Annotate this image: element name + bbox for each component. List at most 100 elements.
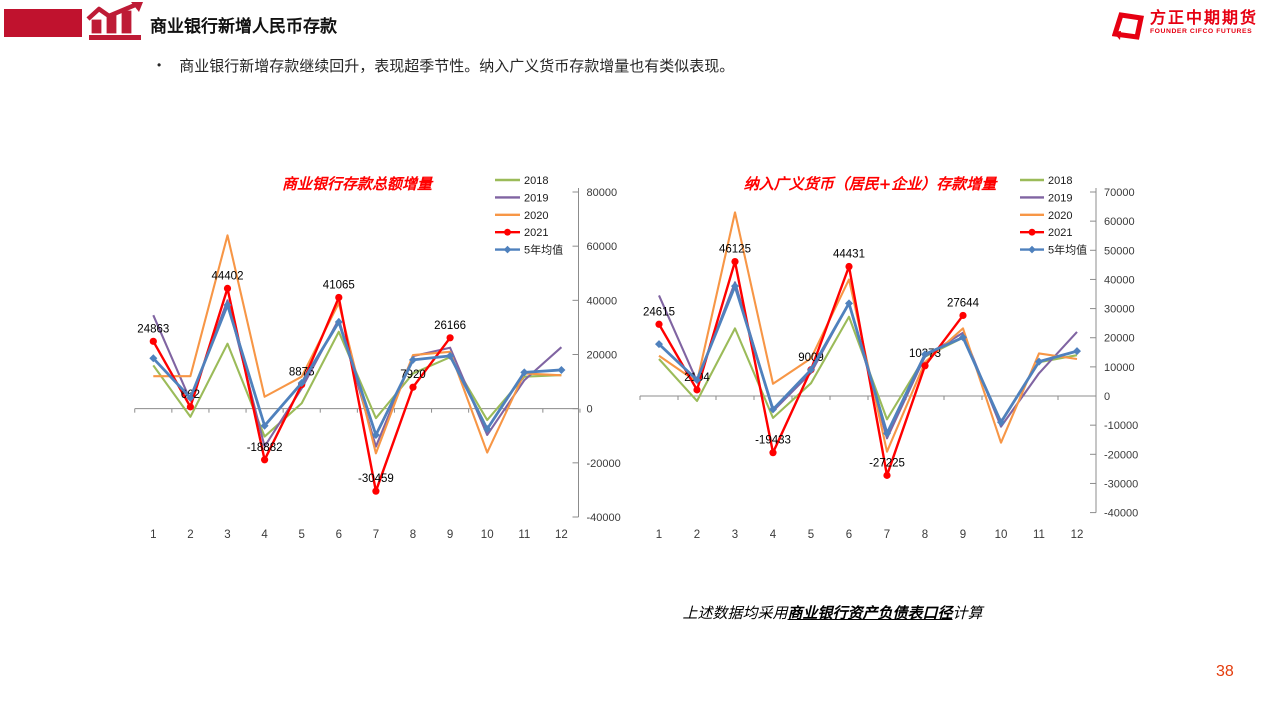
y-axis-label: -10000 <box>1104 420 1138 432</box>
x-axis-label: 9 <box>447 529 453 541</box>
y-axis-label: 60000 <box>1104 216 1135 228</box>
x-axis-label: 7 <box>373 529 379 541</box>
footnote: 上述数据均采用商业银行资产负债表口径计算 <box>600 602 1065 623</box>
x-axis-label: 11 <box>1033 529 1045 541</box>
series-5年均值-marker <box>997 418 1005 427</box>
series-5年均值-marker <box>769 405 777 414</box>
series-2021-marker <box>769 449 777 457</box>
chart-title: 商业银行存款总额增量 <box>282 175 434 193</box>
y-axis-label: 30000 <box>1104 304 1135 316</box>
y-axis-label: 50000 <box>1104 245 1135 257</box>
series-5年均值-marker <box>186 393 195 402</box>
series-2021-marker <box>409 383 417 391</box>
legend-label-5年均值: 5年均值 <box>524 243 563 257</box>
x-axis-label: 5 <box>808 529 814 541</box>
y-axis-label: -20000 <box>587 458 621 470</box>
series-5年均值-marker <box>557 365 566 374</box>
y-axis-label: 10000 <box>1104 362 1135 374</box>
series-5年均值-marker <box>483 424 492 433</box>
y-axis-label: -20000 <box>1104 449 1138 461</box>
series-5年均值-marker <box>1035 357 1043 366</box>
x-axis-label: 4 <box>261 529 268 541</box>
broad-money-deposit-chart: 纳入广义货币（居民+企业）存款增量 -40000 -30000 -20000 -1000… <box>639 175 1138 541</box>
x-axis-label: 8 <box>410 529 416 541</box>
y-axis-label: -30000 <box>1104 478 1138 490</box>
series-5年均值-marker <box>149 354 158 363</box>
x-axis-label: 11 <box>518 529 530 541</box>
x-axis-label: 7 <box>884 529 890 541</box>
y-axis-label: 70000 <box>1104 187 1135 199</box>
footnote-suffix: 计算 <box>952 604 983 622</box>
data-label: 44431 <box>833 249 865 261</box>
data-label: 8875 <box>289 367 315 379</box>
y-axis-label: 40000 <box>1104 274 1135 286</box>
y-axis-label: 0 <box>1104 391 1110 403</box>
legend-label-5年均值: 5年均值 <box>1048 243 1087 257</box>
company-name-en: FOUNDER CIFCO FUTURES <box>1149 28 1253 35</box>
series-2021-marker <box>335 293 343 302</box>
legend-label-2018: 2018 <box>524 175 548 187</box>
data-label: 24863 <box>137 323 169 335</box>
bullet-line: • 商业银行新增存款继续回升，表现超季节性。纳入广义货币存款增量也有类似表现。 <box>157 55 734 76</box>
x-axis-label: 9 <box>960 529 966 541</box>
series-2021-marker <box>845 262 853 271</box>
series-2021-marker <box>223 284 232 293</box>
footnote-emphasis: 商业银行资产负债表口径 <box>787 604 953 622</box>
series-2021-marker <box>959 311 967 320</box>
y-axis-label: 0 <box>587 404 593 416</box>
series-5年均值-marker <box>921 350 929 359</box>
series-5年均值-marker <box>845 299 853 308</box>
data-label: 46125 <box>719 244 751 256</box>
x-axis-label: 3 <box>224 529 230 541</box>
legend-marker-5年均值 <box>1028 245 1036 254</box>
data-label: 26166 <box>434 320 466 332</box>
x-axis-label: 6 <box>336 529 342 541</box>
series-5年均值-marker <box>731 282 739 291</box>
series-5年均值-marker <box>223 300 232 309</box>
x-axis-label: 12 <box>1071 529 1084 541</box>
series-5年均值-marker <box>693 375 701 384</box>
series-5年均值-marker <box>520 368 529 377</box>
page-title: 商业银行新增人民币存款 <box>150 17 337 36</box>
data-label: 24615 <box>643 306 675 318</box>
x-axis-label: 12 <box>555 529 568 541</box>
x-axis-label: 2 <box>187 529 193 541</box>
series-5年均值-marker <box>883 429 891 438</box>
y-axis-label: 40000 <box>587 295 618 307</box>
series-2021-marker <box>186 403 194 411</box>
series-5年均值-marker <box>1073 347 1081 356</box>
company-name-cn: 方正中期期货 <box>1149 10 1258 27</box>
y-axis-label: -40000 <box>587 512 621 524</box>
series-2021-marker <box>693 386 701 394</box>
legend-label-2021: 2021 <box>1048 227 1072 239</box>
data-label: -27225 <box>869 457 905 469</box>
series-5年均值-line <box>152 303 562 437</box>
series-2021-marker <box>261 456 269 464</box>
legend-marker-2021 <box>1028 228 1036 236</box>
series-5年均值-marker <box>807 365 815 374</box>
x-axis-label: 1 <box>656 529 662 541</box>
series-5年均值-marker <box>655 340 663 349</box>
chart-title: 纳入广义货币（居民+企业）存款增量 <box>744 175 999 193</box>
x-axis-label: 10 <box>995 529 1008 541</box>
bar-chart-icon <box>86 2 143 40</box>
legend-label-2020: 2020 <box>1048 210 1072 222</box>
y-axis-label: -40000 <box>1104 508 1138 520</box>
y-axis-label: 20000 <box>587 350 618 362</box>
legend-marker-5年均值 <box>503 245 512 254</box>
series-5年均值-marker <box>260 421 269 430</box>
data-label: 27644 <box>947 297 980 309</box>
series-2021-marker <box>731 257 739 266</box>
x-axis-label: 10 <box>481 529 494 541</box>
series-2021-marker <box>921 362 929 370</box>
series-2021-marker <box>655 320 663 328</box>
x-axis-label: 6 <box>846 529 852 541</box>
page-number: 38 <box>1216 663 1234 680</box>
x-axis-label: 4 <box>770 529 777 541</box>
x-axis-label: 1 <box>150 529 156 541</box>
series-5年均值-marker <box>371 430 380 439</box>
series-2021-marker <box>883 471 891 479</box>
bullet-text: 商业银行新增存款继续回升，表现超季节性。纳入广义货币存款增量也有类似表现。 <box>179 58 735 75</box>
series-5年均值-marker <box>297 378 306 387</box>
